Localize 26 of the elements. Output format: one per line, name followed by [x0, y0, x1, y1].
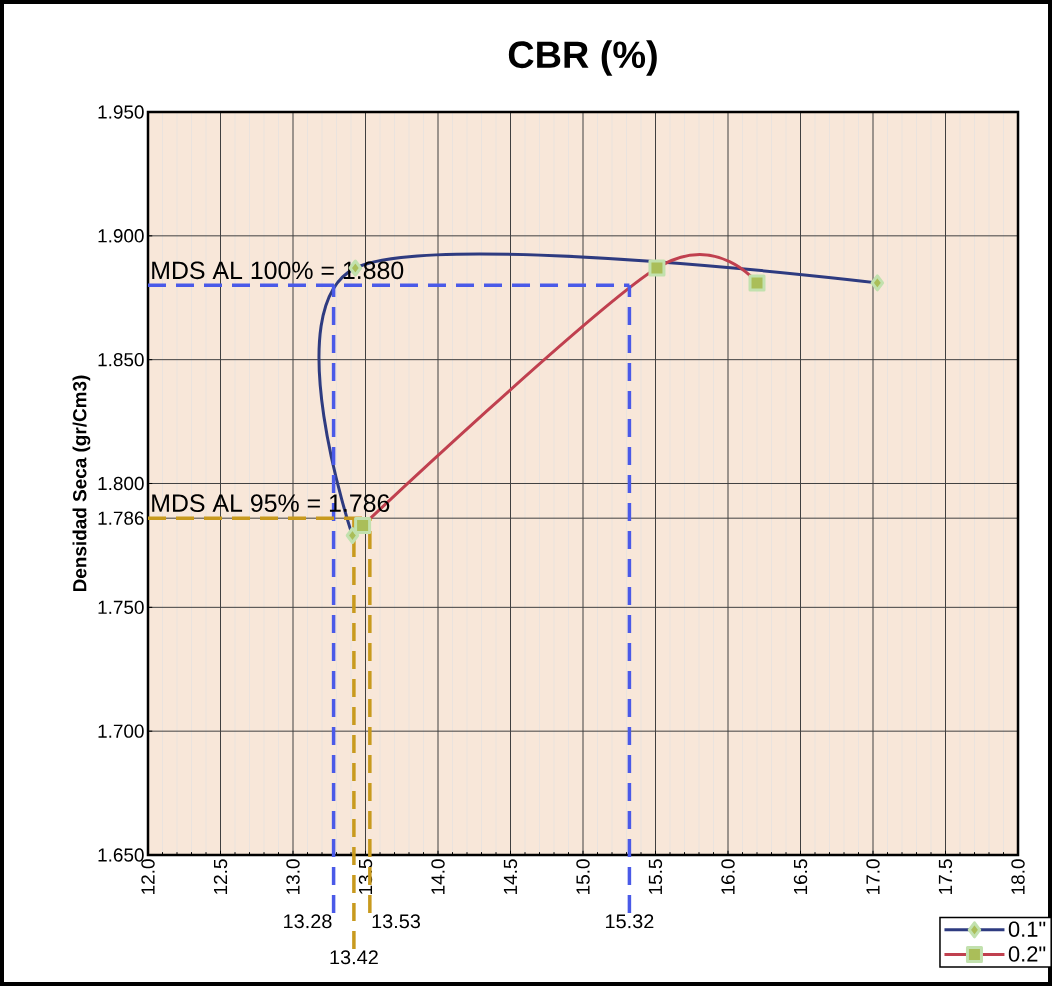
y-tick-label: 1.750: [98, 600, 144, 615]
y-tick-label: 1.950: [98, 105, 144, 119]
chart-title: CBR (%): [508, 40, 657, 76]
x-tick-label: 17.5: [938, 859, 953, 894]
y-axis-title: Densidad Seca (gr/Cm3): [72, 375, 91, 592]
y-tick-label: 1.850: [98, 352, 144, 367]
legend-label: 0.1": [1008, 921, 1046, 937]
y-tick-label: 1.900: [98, 229, 144, 243]
x-tick-label: 16.5: [793, 859, 808, 894]
x-tick-label: 16.0: [721, 859, 735, 894]
x-tick-label: 13.0: [286, 859, 300, 894]
x-tick-label: 15.0: [576, 859, 590, 894]
y-tick-label: 1.800: [98, 476, 144, 491]
ref-line-label: 15.32: [605, 914, 654, 929]
x-tick-label: 15.5: [648, 859, 663, 894]
x-tick-label: 18.0: [1011, 859, 1025, 894]
x-tick-label: 17.0: [866, 859, 880, 894]
x-tick-label: 14.0: [431, 859, 445, 894]
ref-line-label: 13.42: [330, 950, 378, 965]
ref-line-label: 13.28: [284, 914, 332, 929]
ref-line-label: 13.53: [372, 914, 421, 929]
x-tick-label: 14.5: [503, 859, 518, 894]
x-tick-label: 12.5: [213, 859, 228, 894]
legend-label: 0.2": [1008, 946, 1046, 962]
y-tick-label: 1.786: [98, 511, 144, 525]
y-tick-label: 1.700: [98, 724, 144, 738]
